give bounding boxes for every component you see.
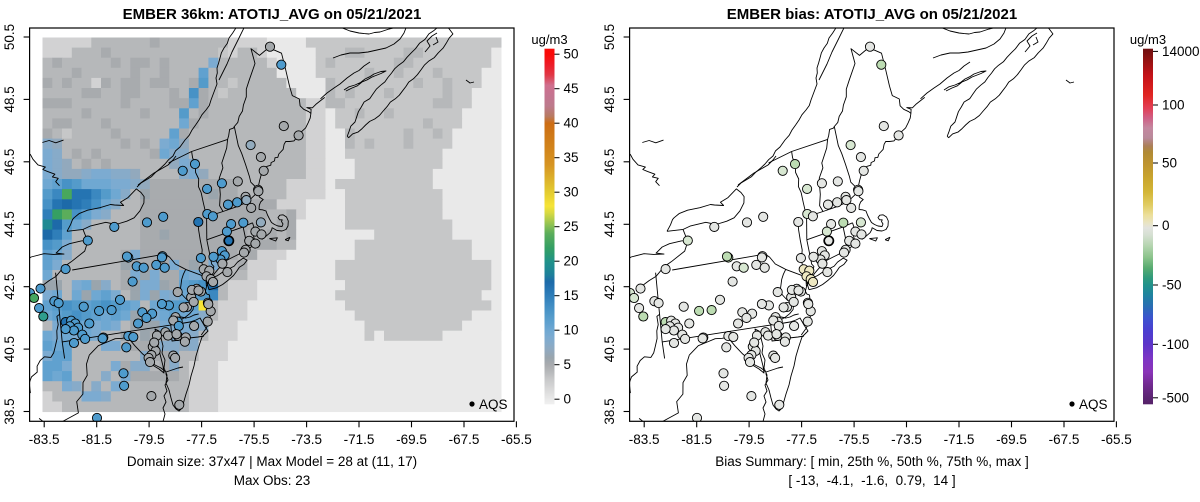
svg-text:35: 35 — [564, 150, 579, 165]
svg-text:15: 15 — [564, 288, 579, 303]
svg-text:Max Obs: 23: Max Obs: 23 — [234, 473, 311, 488]
svg-text:-73.5: -73.5 — [891, 432, 922, 447]
svg-text:42.5: 42.5 — [602, 274, 617, 300]
svg-text:-71.5: -71.5 — [944, 432, 975, 447]
svg-text:ug/m3: ug/m3 — [531, 32, 567, 47]
svg-text:50.5: 50.5 — [2, 24, 17, 50]
svg-text:AQS: AQS — [479, 397, 508, 412]
svg-text:Bias Summary: [ min, 25th %, 5: Bias Summary: [ min, 25th %, 50th %, 75t… — [715, 454, 1029, 469]
svg-text:38.5: 38.5 — [602, 398, 617, 424]
svg-text:-71.5: -71.5 — [344, 432, 375, 447]
svg-text:50: 50 — [564, 47, 579, 62]
svg-text:0: 0 — [1162, 218, 1170, 233]
svg-text:-81.5: -81.5 — [681, 432, 712, 447]
svg-text:48.5: 48.5 — [2, 86, 17, 112]
svg-text:[ -13, -4.1, -1.6, 0.79, 1: [ -13, -4.1, -1.6, 0.79, 14 ] — [788, 473, 955, 488]
svg-text:EMBER bias: ATOTIJ_AVG on 05/2: EMBER bias: ATOTIJ_AVG on 05/21/2021 — [727, 6, 1017, 23]
svg-text:AQS: AQS — [1079, 397, 1108, 412]
svg-text:-75.5: -75.5 — [839, 432, 870, 447]
svg-text:44.5: 44.5 — [602, 211, 617, 237]
svg-text:-81.5: -81.5 — [81, 432, 112, 447]
svg-text:14000: 14000 — [1162, 44, 1200, 59]
svg-text:100: 100 — [1162, 98, 1185, 113]
svg-text:-79.5: -79.5 — [734, 432, 765, 447]
svg-text:-77.5: -77.5 — [786, 432, 817, 447]
svg-text:38.5: 38.5 — [2, 398, 17, 424]
svg-text:42.5: 42.5 — [2, 274, 17, 300]
svg-text:40.5: 40.5 — [2, 336, 17, 362]
svg-text:10: 10 — [564, 323, 579, 338]
svg-text:-65.5: -65.5 — [1101, 432, 1132, 447]
svg-text:ug/m3: ug/m3 — [1130, 32, 1166, 47]
svg-text:-83.5: -83.5 — [629, 432, 660, 447]
svg-text:-67.5: -67.5 — [449, 432, 480, 447]
svg-text:50: 50 — [1162, 156, 1177, 171]
svg-text:Domain size: 37x47 | Max Model: Domain size: 37x47 | Max Model = 28 at (… — [127, 454, 417, 469]
svg-text:-69.5: -69.5 — [396, 432, 427, 447]
svg-text:-73.5: -73.5 — [291, 432, 322, 447]
svg-text:-67.5: -67.5 — [1049, 432, 1080, 447]
svg-text:5: 5 — [564, 357, 572, 372]
svg-text:-75.5: -75.5 — [239, 432, 270, 447]
svg-text:-65.5: -65.5 — [501, 432, 532, 447]
svg-text:-100: -100 — [1162, 337, 1189, 352]
svg-text:-50: -50 — [1162, 278, 1182, 293]
svg-text:50.5: 50.5 — [602, 24, 617, 50]
svg-text:-69.5: -69.5 — [996, 432, 1027, 447]
svg-text:45: 45 — [564, 81, 579, 96]
svg-text:40: 40 — [564, 116, 579, 131]
svg-text:40.5: 40.5 — [602, 336, 617, 362]
svg-text:46.5: 46.5 — [2, 149, 17, 175]
svg-text:44.5: 44.5 — [2, 211, 17, 237]
svg-text:EMBER 36km: ATOTIJ_AVG on 05/2: EMBER 36km: ATOTIJ_AVG on 05/21/2021 — [123, 6, 422, 23]
svg-text:46.5: 46.5 — [602, 149, 617, 175]
svg-text:20: 20 — [564, 254, 579, 269]
svg-text:-79.5: -79.5 — [134, 432, 165, 447]
svg-text:30: 30 — [564, 185, 579, 200]
svg-text:0: 0 — [564, 392, 572, 407]
svg-text:25: 25 — [564, 219, 579, 234]
svg-text:-500: -500 — [1162, 390, 1189, 405]
svg-text:-83.5: -83.5 — [29, 432, 60, 447]
svg-text:48.5: 48.5 — [602, 86, 617, 112]
svg-text:-77.5: -77.5 — [186, 432, 217, 447]
